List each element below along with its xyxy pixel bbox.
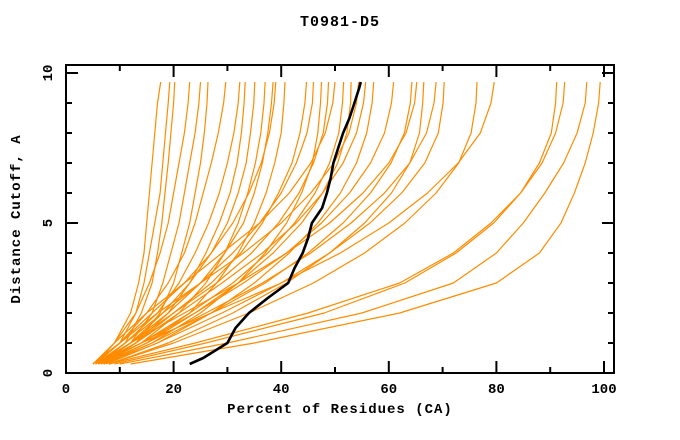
model-curve xyxy=(92,81,171,365)
model-curve xyxy=(108,81,425,365)
model-curve xyxy=(95,81,418,365)
x-tick-label: 0 xyxy=(61,382,71,398)
model-curve xyxy=(103,81,246,365)
model-curve xyxy=(92,81,336,365)
model-curve xyxy=(114,81,558,365)
model-curve xyxy=(103,81,445,365)
model-curve xyxy=(103,81,286,365)
chart-title: T0981-D5 xyxy=(299,14,380,31)
model-curve xyxy=(98,81,367,365)
x-tick-label: 80 xyxy=(487,382,505,398)
plot-frame xyxy=(65,64,615,374)
model-curve xyxy=(106,81,375,365)
y-tick-label: 5 xyxy=(41,218,57,228)
model-curve xyxy=(95,81,191,365)
x-tick-label: 20 xyxy=(165,382,182,398)
model-curve xyxy=(103,81,413,365)
x-tick-label: 60 xyxy=(380,382,398,398)
model-curve xyxy=(95,81,256,365)
model-curve xyxy=(97,81,330,365)
highlight-curve xyxy=(189,81,363,366)
model-curve xyxy=(98,81,395,365)
model-curve xyxy=(100,81,437,365)
model-curve xyxy=(98,81,495,365)
model-curve xyxy=(103,81,323,365)
model-curve xyxy=(98,81,308,365)
model-curve xyxy=(97,81,241,365)
model-curve xyxy=(108,81,566,365)
model-curve xyxy=(92,81,277,365)
model-curve xyxy=(130,81,601,365)
y-tick-label: 0 xyxy=(41,368,57,378)
x-axis-label: Percent of Residues (CA) xyxy=(227,402,453,418)
x-tick-label: 100 xyxy=(591,382,617,398)
model-curve xyxy=(100,81,274,365)
model-curve xyxy=(95,81,360,365)
y-tick-label: 10 xyxy=(41,64,57,82)
model-curve xyxy=(108,81,478,365)
model-curve xyxy=(100,81,345,365)
model-curve xyxy=(95,81,162,365)
model-curve xyxy=(92,81,227,365)
x-tick-label: 40 xyxy=(272,382,290,398)
model-curve xyxy=(119,81,588,365)
